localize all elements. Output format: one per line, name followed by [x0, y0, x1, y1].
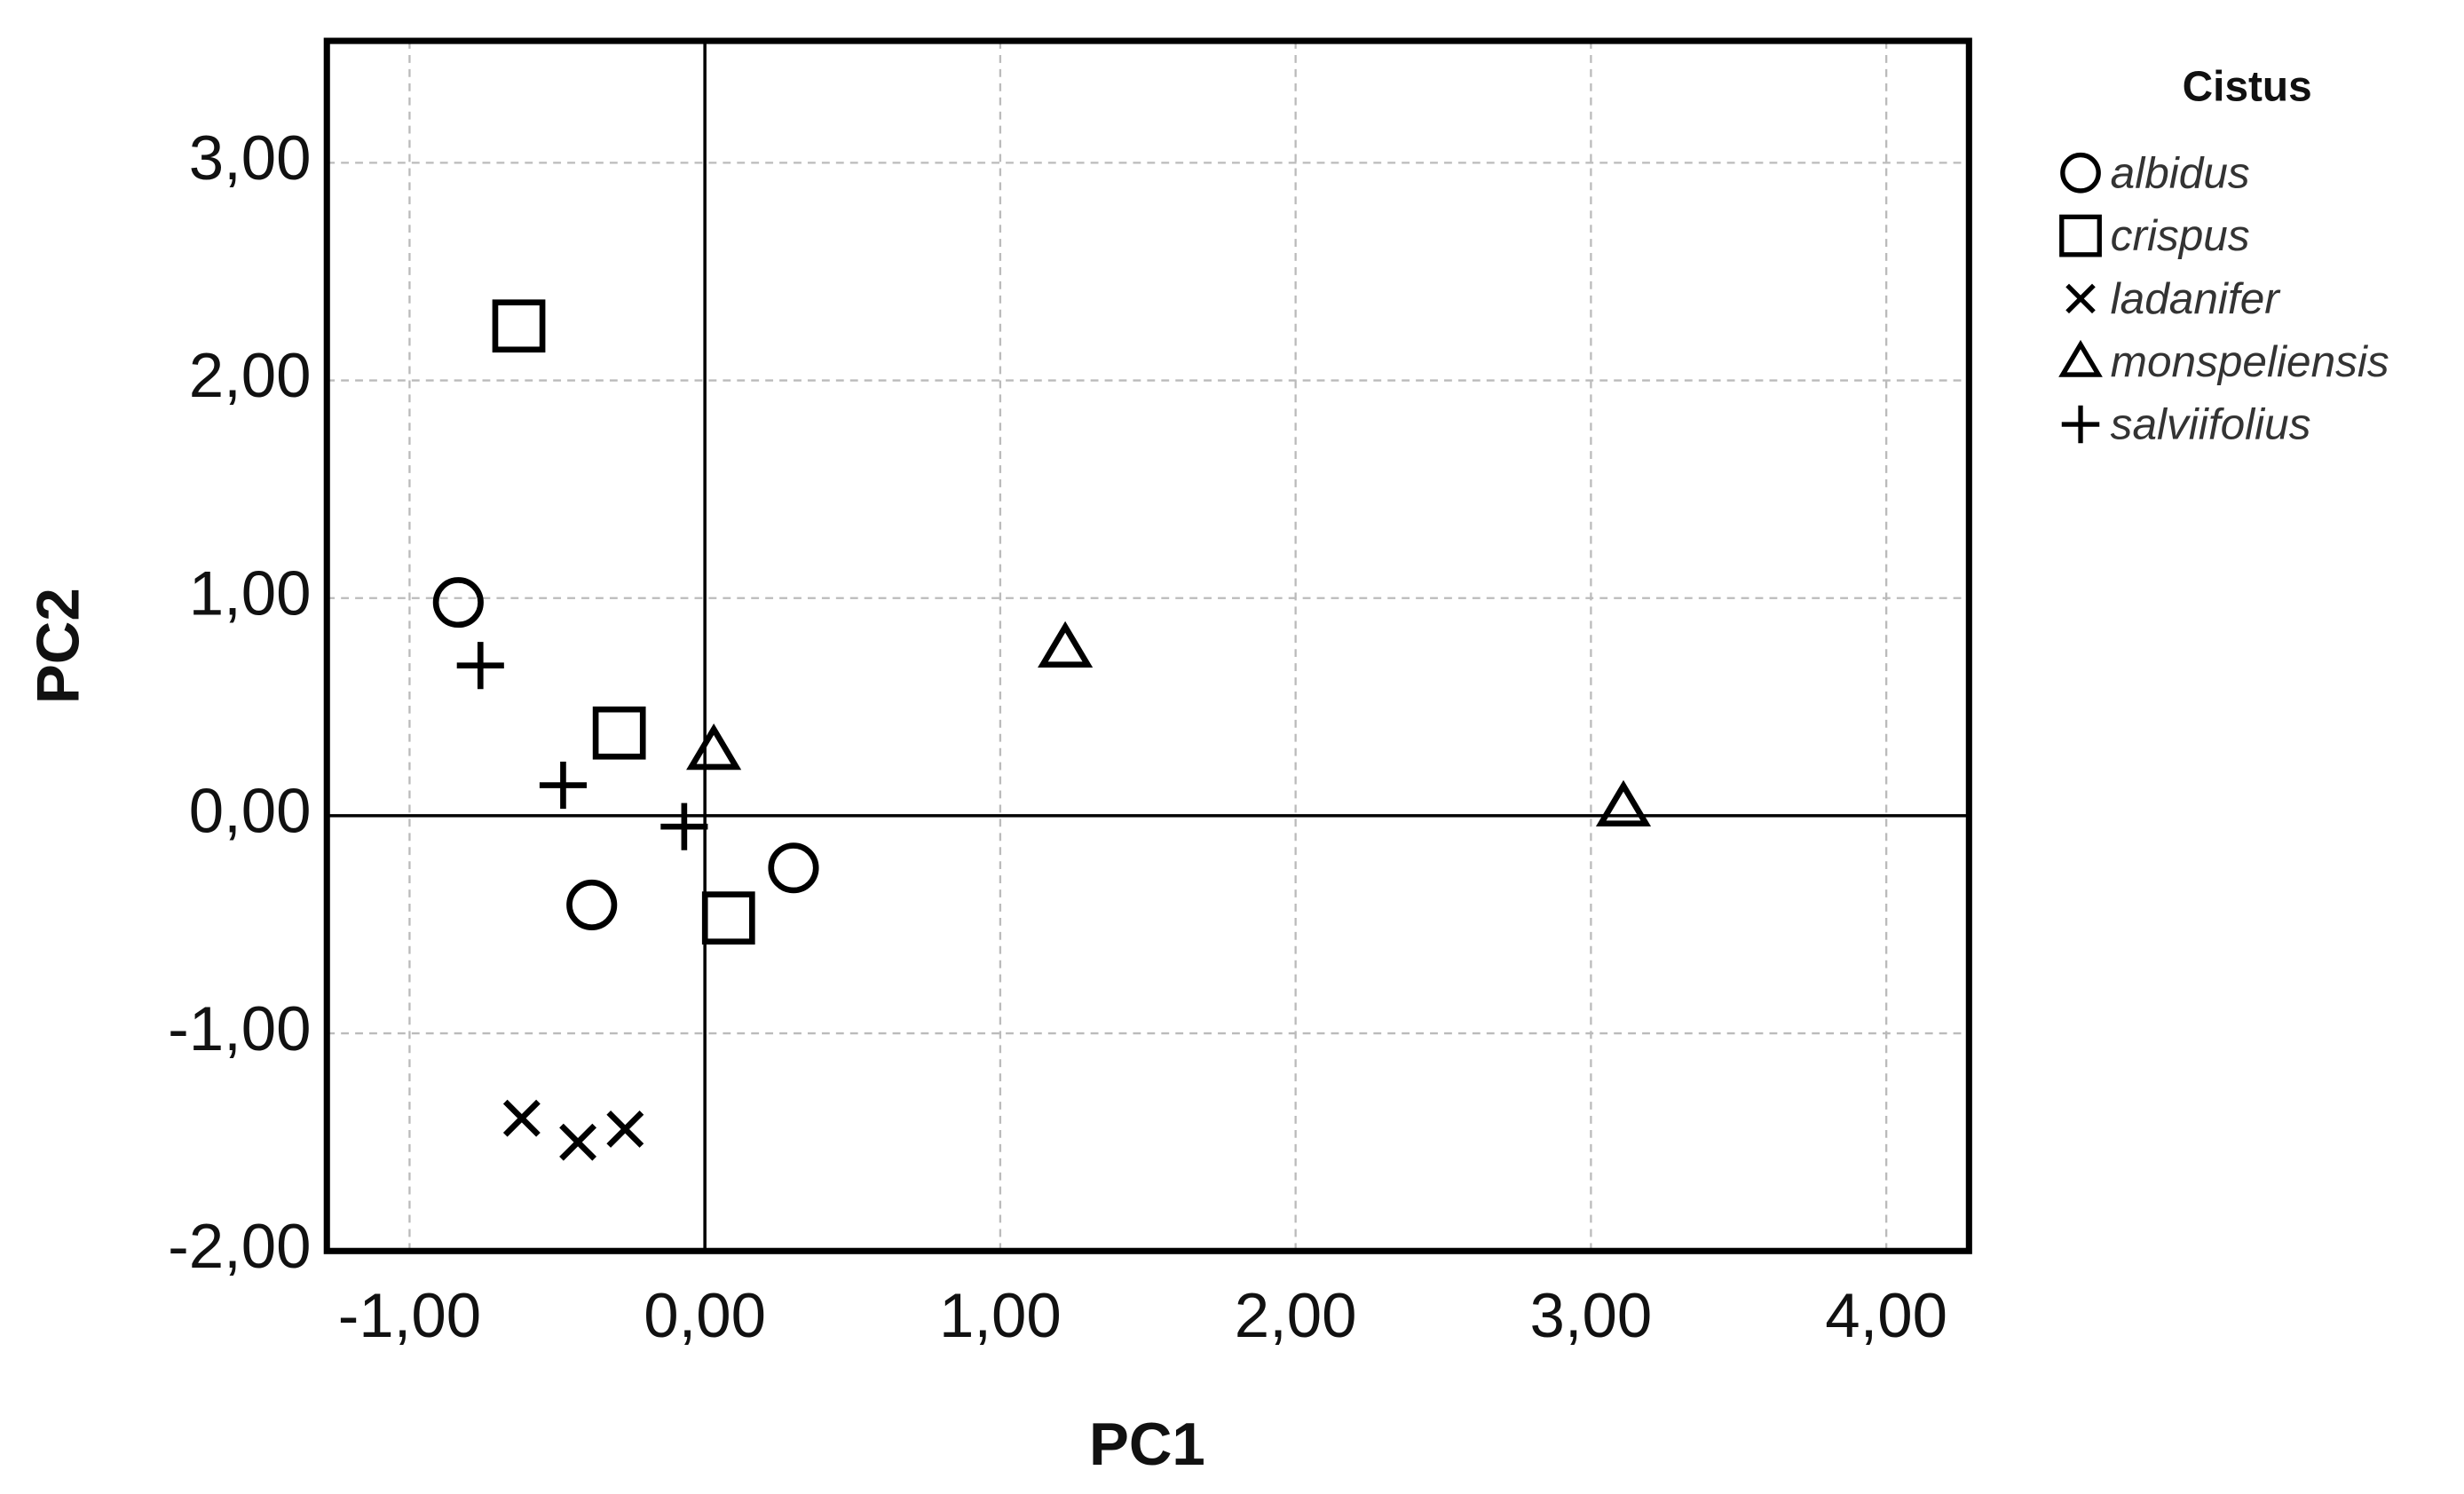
circle: [768, 842, 819, 894]
marker: [566, 879, 618, 930]
y-tick-label: 3,00: [189, 123, 312, 194]
marker: [606, 1111, 644, 1148]
triangle: [2058, 339, 2103, 377]
x-tick-label: 0,00: [644, 1281, 766, 1351]
x-tick-label: -1,00: [338, 1281, 481, 1351]
marker: [1595, 779, 1652, 827]
marker: [502, 1099, 541, 1137]
marker: [539, 762, 587, 810]
square: [701, 891, 755, 945]
y-tick-label: 1,00: [189, 558, 312, 628]
triangle: [686, 723, 742, 771]
circle: [432, 577, 484, 628]
marker: [2060, 152, 2101, 194]
circle: [2060, 152, 2101, 194]
y-tick-label: 2,00: [189, 341, 312, 411]
marker: [559, 1123, 597, 1161]
marker: [456, 642, 504, 690]
cross: [606, 1111, 644, 1148]
marker: [2065, 283, 2096, 314]
marker: [686, 723, 742, 771]
marker: [2058, 339, 2103, 377]
marker: [592, 706, 646, 760]
marker: [2059, 214, 2102, 257]
square: [592, 706, 646, 760]
plus: [660, 802, 708, 850]
marker: [2061, 405, 2100, 444]
legend-title: Cistus: [2183, 64, 2312, 111]
cross: [559, 1123, 597, 1161]
legend-label: ladanifer: [2111, 273, 2282, 323]
marker: [768, 842, 819, 894]
triangle: [1038, 621, 1094, 668]
x-tick-label: 1,00: [939, 1281, 1062, 1351]
y-axis-title: PC2: [26, 588, 92, 704]
plot-frame: [323, 37, 1972, 1254]
plus: [539, 762, 587, 810]
marker: [1038, 621, 1094, 668]
plus: [2061, 405, 2100, 444]
marker: [492, 299, 546, 353]
x-tick-label: 2,00: [1235, 1281, 1357, 1351]
square: [2059, 214, 2102, 257]
marker: [660, 802, 708, 850]
y-tick-label: -2,00: [168, 1212, 311, 1282]
cross: [502, 1099, 541, 1137]
cross: [2065, 283, 2096, 314]
x-tick-label: 3,00: [1530, 1281, 1653, 1351]
x-tick-label: 4,00: [1825, 1281, 1947, 1351]
y-tick-label: 0,00: [189, 777, 312, 847]
legend-label: crispus: [2111, 210, 2250, 260]
marker: [701, 891, 755, 945]
x-axis-title: PC1: [1089, 1411, 1205, 1478]
plus: [456, 642, 504, 690]
y-tick-label: -1,00: [168, 994, 311, 1064]
legend-label: albidus: [2111, 147, 2250, 197]
circle: [566, 879, 618, 930]
marker: [432, 577, 484, 628]
legend-label: salviifolius: [2111, 399, 2311, 449]
square: [492, 299, 546, 353]
triangle: [1595, 779, 1652, 827]
legend-label: monspeliensis: [2111, 336, 2389, 386]
